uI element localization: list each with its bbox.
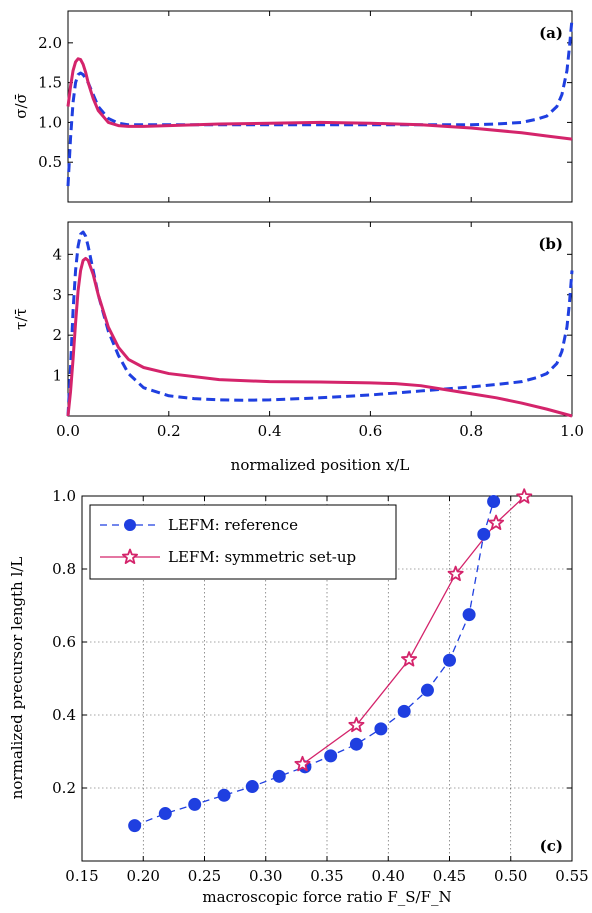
panel-c-reference-point (188, 797, 202, 811)
panel-c-reference-point (477, 527, 491, 541)
panel-c-symmetric-point (401, 651, 418, 667)
legend-box (89, 504, 397, 580)
panel-b-x-tick-label: 0.8 (459, 422, 483, 440)
panel-c-reference-line (134, 501, 495, 827)
panel-c-reference-point (245, 780, 259, 794)
panel-b: 1 2 3 4 0.0 0.2 0.4 0.6 0.8 1.0 (b) τ/τ̄ normali… (12, 221, 584, 474)
panel-b-x-tick-label: 0.2 (157, 422, 181, 440)
panel-c-y-tick-label: 1.0 (52, 487, 76, 505)
panel-c-reference-point (443, 653, 456, 667)
panel-a-y-tick-label: 0.5 (38, 153, 62, 171)
panel-a-y-label: σ/σ̄ (12, 93, 30, 119)
panel-c-x-tick-label: 0.15 (65, 867, 98, 885)
panel-c-y-tick-label: 0.4 (52, 706, 76, 724)
panel-a-y-tick-label: 1.5 (38, 74, 62, 92)
panel-c-y-tick-label: 0.8 (52, 560, 76, 578)
panel-b-reference-line (66, 230, 574, 417)
panel-c-y-label: normalized precursor length l/L (8, 557, 26, 800)
panel-c-x-tick-label: 0.35 (310, 867, 343, 885)
panel-c-symmetric-point (447, 565, 464, 582)
panel-c: 0.2 0.4 0.6 0.8 1.0 0.15 0.20 0.25 0.30 0.35 0.40… (8, 487, 589, 906)
panel-c-x-tick-label: 0.45 (433, 867, 466, 885)
panel-c-x-tick-label: 0.50 (494, 867, 527, 885)
legend-symmetric-marker (121, 548, 139, 564)
panel-a-symmetric-line (66, 57, 573, 141)
panel-c-reference-point (324, 749, 338, 763)
panel-c-lines (128, 488, 533, 833)
panel-c-y-tick-label: 0.6 (52, 633, 76, 651)
panel-a-y-tick-label: 1.0 (38, 113, 62, 131)
panel-c-reference-point (128, 819, 142, 833)
panel-c-y-tick-label: 0.2 (52, 779, 76, 797)
panel-b-y-tick-label: 3 (52, 286, 62, 304)
panel-b-y-tick-label: 4 (52, 245, 62, 263)
panel-b-symmetric-line (66, 256, 573, 418)
panel-c-label: (c) (540, 837, 563, 855)
panel-b-y-label: τ/τ̄ (12, 308, 30, 330)
panel-b-x-tick-label: 0.0 (56, 422, 80, 440)
panel-a-reference-line (66, 18, 574, 187)
panel-c-reference-point (158, 807, 172, 821)
panel-c-x-tick-label: 0.20 (127, 867, 160, 885)
panel-c-symmetric-point (488, 514, 505, 530)
panel-b-x-ticks: 0.0 0.2 0.4 0.6 0.8 1.0 (56, 222, 584, 440)
panel-c-reference-point (374, 722, 388, 736)
panel-c-reference-point (217, 788, 231, 802)
panel-c-x-ticks: 0.15 0.20 0.25 0.30 0.35 0.40 0.45 0.50 0.55 (65, 496, 589, 885)
panel-c-symmetric-point (348, 716, 365, 733)
legend-reference-label: LEFM: reference (168, 516, 298, 534)
legend-symmetric-sample (100, 548, 160, 564)
panel-a-label: (a) (539, 24, 563, 42)
panel-c-reference-point (462, 608, 476, 622)
panel-b-y-tick-label: 2 (52, 326, 62, 344)
panel-a: 0.5 1.0 1.5 2.0 (a) σ/σ̄ (12, 10, 574, 203)
panel-c-symmetric-line (302, 496, 525, 765)
panel-a-frame (67, 10, 573, 203)
panel-c-symmetric-point (294, 755, 311, 772)
panel-c-symmetric-point (516, 488, 533, 504)
legend-symmetric-label: LEFM: symmetric set-up (168, 548, 356, 566)
panel-b-x-tick-label: 1.0 (560, 422, 584, 440)
panel-c-reference-point (272, 769, 286, 783)
panel-c-reference-point (420, 683, 434, 697)
legend-reference-marker (124, 519, 136, 531)
panel-c-reference-point (487, 494, 501, 508)
panel-b-frame (67, 221, 573, 417)
panel-c-reference-point (397, 704, 411, 718)
panel-c-x-tick-label: 0.25 (188, 867, 221, 885)
panel-b-x-label: normalized position x/L (231, 456, 410, 474)
panel-a-y-ticks: 0.5 1.0 1.5 2.0 (38, 34, 572, 171)
panel-c-x-tick-label: 0.40 (372, 867, 405, 885)
panel-a-lines (66, 18, 574, 187)
panel-b-x-tick-label: 0.6 (358, 422, 382, 440)
panel-c-x-tick-label: 0.55 (555, 867, 588, 885)
panel-b-y-tick-label: 1 (52, 367, 62, 385)
panel-a-y-tick-label: 2.0 (38, 34, 62, 52)
panel-b-x-tick-label: 0.4 (258, 422, 282, 440)
legend: LEFM: reference LEFM: symmetric set-up (89, 504, 397, 580)
panel-c-reference-point (349, 737, 363, 751)
legend-reference-sample (100, 519, 160, 531)
panel-b-y-ticks: 1 2 3 4 (52, 245, 572, 385)
panel-c-x-label: macroscopic force ratio F_S/F_N (202, 888, 451, 906)
panel-c-x-tick-label: 0.30 (249, 867, 282, 885)
panel-c-y-ticks: 0.2 0.4 0.6 0.8 1.0 (52, 487, 572, 797)
panel-b-lines (66, 230, 574, 418)
panel-b-label: (b) (538, 235, 563, 253)
panel-a-x-ticks (67, 11, 573, 202)
